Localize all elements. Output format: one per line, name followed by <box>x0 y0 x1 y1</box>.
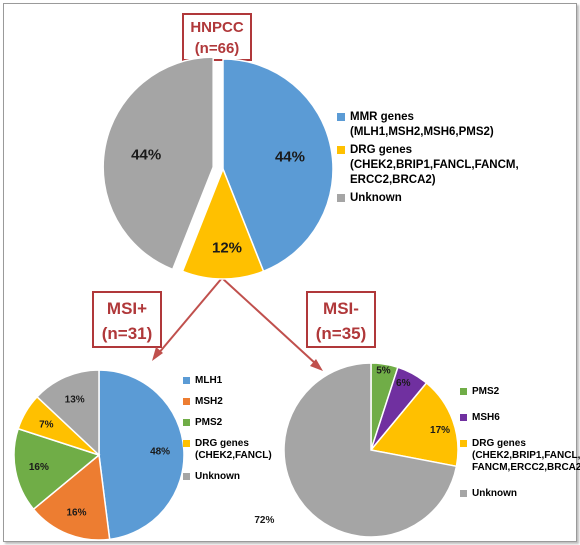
arrow-left-head <box>152 347 163 361</box>
data-label-pms2: 5% <box>376 365 391 376</box>
legend-swatch-msh6 <box>460 414 467 421</box>
legend-text-unknown-0: Unknown <box>350 192 402 204</box>
pie-slice-msh2 <box>32 453 111 541</box>
legend-item-drg-genes-chek2-brip1-fancl-fancm-ercc2-brca2: DRG genes (CHEK2,BRIP1,FANCL,FANCM, ERCC2,… <box>337 144 519 186</box>
pie-slice-drg-genes-chek2-brip1-fancl-fancm-ercc2-brca2 <box>369 381 459 468</box>
legend-item-drg-genes-chek2-fancl: DRG genes(CHEK2,FANCL) <box>183 438 272 461</box>
pie-slice-unknown <box>283 362 458 538</box>
legend-text-drg-genes-chek2-brip1-fancl-fancm-ercc2-brca2-0: DRG genes <box>472 438 526 449</box>
legend-item-unknown: Unknown <box>337 192 402 204</box>
legend-item-unknown: Unknown <box>183 471 240 482</box>
legend-item-mlh1: MLH1 <box>183 375 223 386</box>
legend-item-drg-genes-chek2-brip1-fancl-fancm-ercc2-brca2: DRG genes(CHEK2,BRIP1,FANCL,FANCM,ERCC2,… <box>460 438 580 473</box>
legend-item-pms2: PMS2 <box>183 417 223 428</box>
data-label-msh2: 16% <box>66 507 86 518</box>
hnpcc-pie-chart: 44% 12% 44% MMR genes (MLH1,MSH2,MSH6,PMS2) D… <box>102 56 519 280</box>
legend-text-pms2-0: PMS2 <box>472 386 500 397</box>
data-label-unknown: 44% <box>131 147 161 164</box>
pie-slice-unknown <box>102 56 214 271</box>
legend-text-drg-genes-chek2-brip1-fancl-fancm-ercc2-brca2-0: DRG genes <box>350 144 412 156</box>
data-label-unknown: 13% <box>65 394 85 405</box>
legend-text-msh2-0: MSH2 <box>195 396 223 407</box>
legend-swatch-unknown <box>460 490 467 497</box>
legend-swatch-mlh1 <box>183 377 190 384</box>
legend-swatch-drg-genes-chek2-brip1-fancl-fancm-ercc2-brca2 <box>460 440 467 447</box>
data-label-pms2: 16% <box>29 462 49 473</box>
legend-swatch-msh2 <box>183 398 190 405</box>
legend-item-mmr-genes-mlh1-msh2-msh6-pms2: MMR genes (MLH1,MSH2,MSH6,PMS2) <box>337 111 494 138</box>
pie-slice-drg-genes-chek2-brip1-fancl-fancm-ercc2-brca2 <box>181 166 265 280</box>
legend-text-mmr-genes-mlh1-msh2-msh6-pms2-0: MMR genes <box>350 111 414 123</box>
hnpcc-box-border <box>182 13 252 61</box>
data-label-mmr-genes-mlh1-msh2-msh6-pms2: 44% <box>275 148 305 165</box>
hnpcc-box-count: (n=66) <box>195 40 240 57</box>
legend-text-mlh1-0: MLH1 <box>195 375 223 386</box>
pie-slice-unknown <box>35 369 100 457</box>
legend-text-drg-genes-chek2-brip1-fancl-fancm-ercc2-brca2-1: (CHEK2,BRIP1,FANCL, <box>472 450 580 461</box>
legend-text-unknown-0: Unknown <box>195 471 240 482</box>
msi-plus-box-count: (n=31) <box>102 324 153 343</box>
legend-item-unknown: Unknown <box>460 488 517 499</box>
legend-swatch-unknown <box>337 194 345 202</box>
hnpcc-box-title: HNPCC <box>190 19 244 36</box>
msi-plus-box: MSI+ (n=31) <box>92 291 162 348</box>
legend-swatch-pms2 <box>183 419 190 426</box>
legend-text-drg-genes-chek2-brip1-fancl-fancm-ercc2-brca2-2: ERCC2,BRCA2) <box>350 174 436 186</box>
legend-text-drg-genes-chek2-brip1-fancl-fancm-ercc2-brca2-1: (CHEK2,BRIP1,FANCL,FANCM, <box>350 159 519 171</box>
pie-slice-mlh1 <box>98 369 185 541</box>
msi-minus-box: MSI- (n=35) <box>306 291 376 348</box>
legend-swatch-drg-genes-chek2-fancl <box>183 440 190 447</box>
legend-swatch-drg-genes-chek2-brip1-fancl-fancm-ercc2-brca2 <box>337 146 345 154</box>
data-label-msh6: 6% <box>396 378 411 389</box>
arrow-right-line <box>221 277 317 365</box>
hnpcc-box: HNPCC (n=66) <box>182 13 252 61</box>
legend-item-pms2: PMS2 <box>460 386 500 397</box>
legend-text-drg-genes-chek2-brip1-fancl-fancm-ercc2-brca2-2: FANCM,ERCC2,BRCA2) <box>472 462 580 473</box>
msi-plus-pie-chart: 48% 16% 16% 7% 13% MLH1 MSH2 PMS2 DRG genes(CHEK… <box>13 369 272 541</box>
arrow-left-line <box>157 277 223 355</box>
legend-text-unknown-0: Unknown <box>472 488 517 499</box>
legend-swatch-pms2 <box>460 388 467 395</box>
legend-text-drg-genes-chek2-fancl-1: (CHEK2,FANCL) <box>195 450 272 461</box>
msi-minus-pie-chart: 5% 6% 17% 72% PMS2 MSH6 DRG genes(CHEK2,BRIP1,… <box>254 362 580 538</box>
data-label-drg-genes-chek2-fancl: 7% <box>39 419 54 430</box>
msi-minus-box-border <box>306 291 376 348</box>
legend-text-mmr-genes-mlh1-msh2-msh6-pms2-1: (MLH1,MSH2,MSH6,PMS2) <box>350 126 494 138</box>
data-label-unknown: 72% <box>254 515 274 526</box>
data-label-drg-genes-chek2-brip1-fancl-fancm-ercc2-brca2: 17% <box>430 425 450 436</box>
legend-item-msh6: MSH6 <box>460 412 500 423</box>
msi-plus-box-border <box>92 291 162 348</box>
data-label-mlh1: 48% <box>150 447 170 458</box>
msi-plus-box-title: MSI+ <box>107 299 147 318</box>
pie-slice-mmr-genes-mlh1-msh2-msh6-pms2 <box>222 58 334 273</box>
legend-swatch-unknown <box>183 473 190 480</box>
legend-text-pms2-0: PMS2 <box>195 417 223 428</box>
data-label-drg-genes-chek2-brip1-fancl-fancm-ercc2-brca2: 12% <box>212 239 242 256</box>
legend-item-msh2: MSH2 <box>183 396 223 407</box>
msi-minus-box-title: MSI- <box>323 299 359 318</box>
legend-swatch-mmr-genes-mlh1-msh2-msh6-pms2 <box>337 113 345 121</box>
arrow-right-head <box>310 359 323 371</box>
split-arrows <box>152 277 323 371</box>
legend-text-msh6-0: MSH6 <box>472 412 500 423</box>
legend-text-drg-genes-chek2-fancl-0: DRG genes <box>195 438 249 449</box>
msi-minus-box-count: (n=35) <box>316 324 367 343</box>
